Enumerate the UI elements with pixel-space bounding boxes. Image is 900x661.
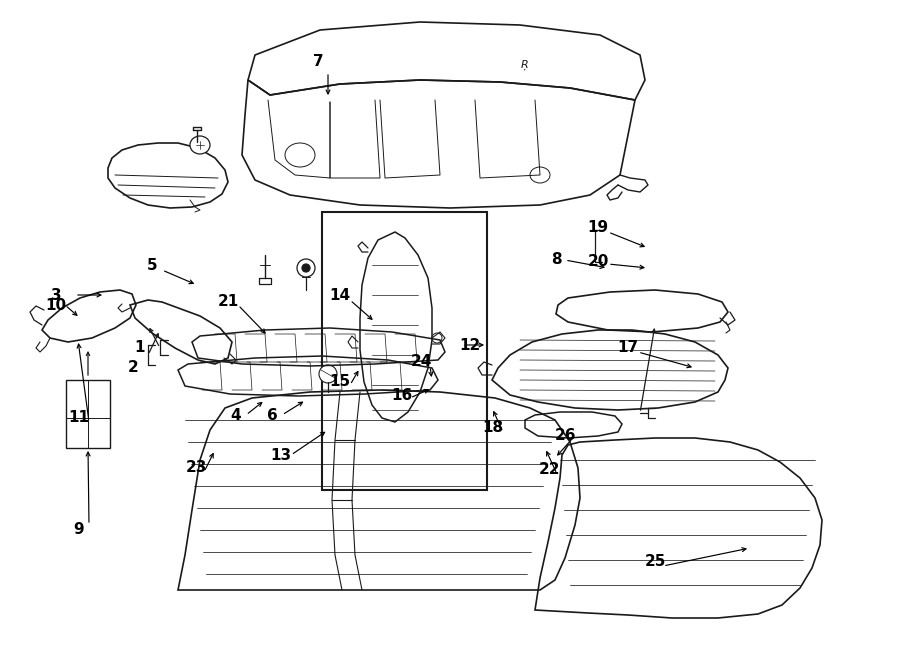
Text: 6: 6 xyxy=(266,407,277,422)
Text: 17: 17 xyxy=(617,340,639,356)
Text: 25: 25 xyxy=(644,555,666,570)
Text: 8: 8 xyxy=(551,253,562,268)
Text: 5: 5 xyxy=(147,258,158,272)
Text: 7: 7 xyxy=(312,54,323,69)
Text: 2: 2 xyxy=(128,360,139,375)
Text: 24: 24 xyxy=(410,354,432,369)
Ellipse shape xyxy=(302,264,310,272)
Text: 20: 20 xyxy=(588,254,608,270)
Text: Ŗ: Ŗ xyxy=(521,59,529,70)
Ellipse shape xyxy=(297,259,315,277)
Text: 12: 12 xyxy=(459,338,481,352)
Text: 18: 18 xyxy=(482,420,504,436)
Bar xyxy=(66,380,110,448)
Text: 26: 26 xyxy=(554,428,576,442)
Text: 23: 23 xyxy=(185,461,207,475)
Text: 1: 1 xyxy=(135,340,145,356)
Text: 13: 13 xyxy=(270,447,292,463)
Text: 11: 11 xyxy=(68,410,89,426)
Text: 22: 22 xyxy=(538,463,560,477)
Ellipse shape xyxy=(190,136,210,154)
Text: 19: 19 xyxy=(588,221,608,235)
Text: 15: 15 xyxy=(329,375,351,389)
Text: 16: 16 xyxy=(392,387,412,403)
Text: 14: 14 xyxy=(329,288,351,303)
Text: 10: 10 xyxy=(45,297,67,313)
Text: 3: 3 xyxy=(50,288,61,303)
Text: 9: 9 xyxy=(74,522,85,537)
Bar xyxy=(322,212,487,490)
Ellipse shape xyxy=(432,333,442,343)
Text: 4: 4 xyxy=(230,407,241,422)
Ellipse shape xyxy=(319,365,337,383)
Text: 21: 21 xyxy=(218,295,238,309)
